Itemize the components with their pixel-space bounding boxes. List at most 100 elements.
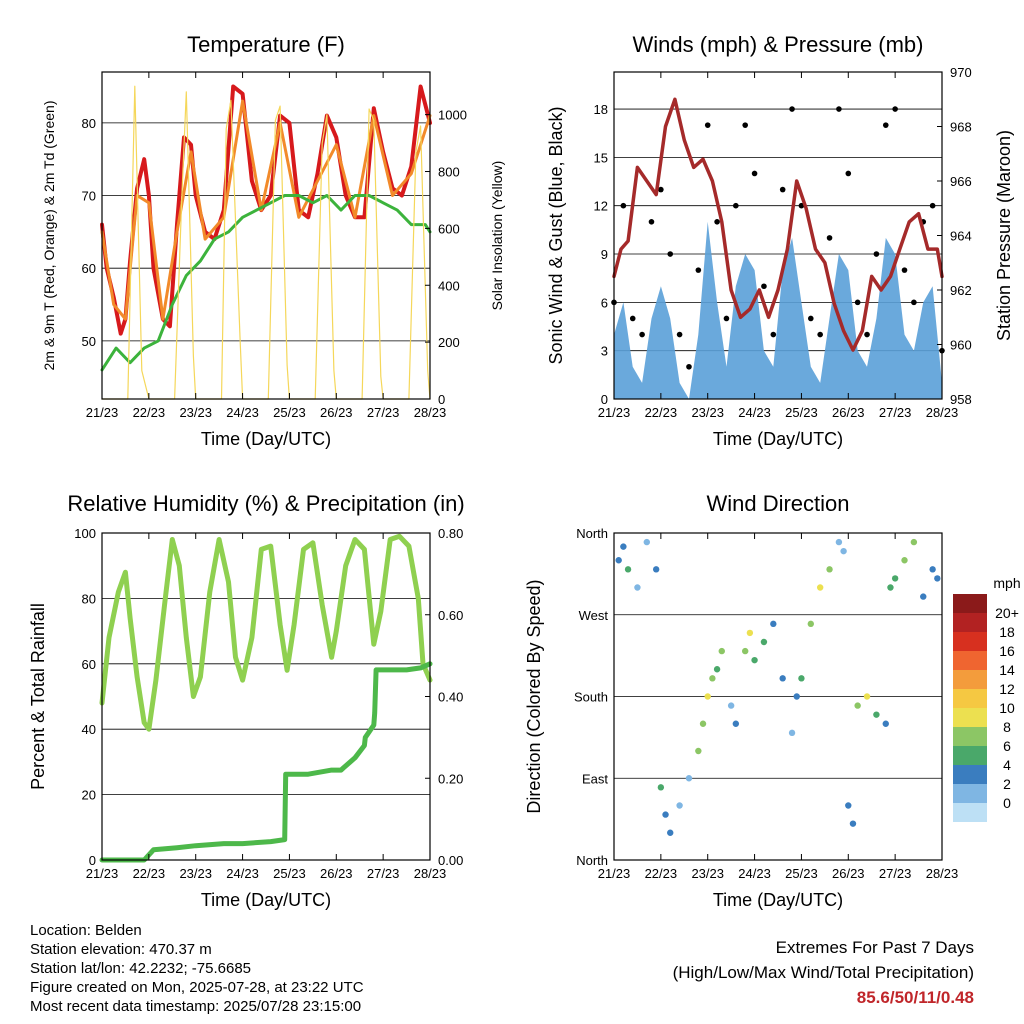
- y2-tick-label: 966: [950, 174, 972, 189]
- plot-frame: [101, 71, 431, 400]
- legend-label: 8: [1003, 719, 1011, 735]
- x-axis-label: Time (Day/UTC): [201, 429, 331, 449]
- chart-title: Wind Direction: [706, 491, 849, 516]
- y2-tick-label: 400: [438, 278, 460, 293]
- legend-swatch: [953, 689, 987, 708]
- series-line-rh: [99, 533, 433, 732]
- legend-label: 20+: [995, 605, 1019, 621]
- x-tick-label: 24/23: [226, 405, 259, 420]
- legend-swatch: [953, 594, 987, 613]
- y2-axis-label: Solar Insolation (Yellow): [489, 161, 505, 311]
- x-tick-label: 21/23: [598, 866, 631, 881]
- gust-point: [723, 315, 730, 322]
- series-line-2m-td: [100, 194, 432, 372]
- x-tick-label: 22/23: [645, 405, 678, 420]
- gust-point: [798, 202, 805, 209]
- gust-point: [686, 363, 692, 370]
- y-tick-label: North: [576, 853, 608, 868]
- direction-point: [845, 802, 852, 809]
- direction-point: [770, 620, 777, 628]
- x-tick-label: 24/23: [738, 866, 771, 881]
- y2-tick-label: 0.20: [438, 771, 463, 786]
- direction-point: [657, 784, 665, 791]
- y2-tick-label: 1000: [438, 108, 467, 123]
- y-axis-label: Sonic Wind & Gust (Blue, Black): [546, 106, 566, 364]
- legend-label: 12: [999, 681, 1015, 697]
- latlon-text: Station lat/lon: 42.2232; -75.6685: [30, 960, 252, 977]
- gust-point: [676, 331, 683, 338]
- gust-point: [911, 299, 917, 306]
- x-tick-label: 23/23: [691, 866, 724, 881]
- legend-label: 2: [1003, 776, 1011, 792]
- y-tick-label: 12: [594, 199, 608, 214]
- direction-point: [849, 820, 857, 827]
- legend-label: 18: [999, 624, 1015, 640]
- x-axis-label: Time (Day/UTC): [201, 890, 331, 910]
- location-text: Location: Belden: [30, 922, 142, 939]
- direction-point: [779, 675, 786, 682]
- x-tick-label: 28/23: [926, 405, 959, 420]
- y-tick-label: 0: [89, 853, 96, 868]
- wind-area: [614, 221, 942, 399]
- gust-point: [836, 106, 842, 112]
- direction-point: [920, 593, 927, 600]
- legend-label: 4: [1003, 757, 1011, 773]
- x-tick-label: 27/23: [367, 405, 400, 420]
- y2-tick-label: 0: [438, 392, 445, 407]
- x-tick-label: 24/23: [738, 405, 771, 420]
- x-tick-label: 22/23: [645, 866, 678, 881]
- gust-point: [826, 235, 833, 241]
- direction-point: [840, 547, 847, 555]
- gust-point: [629, 315, 636, 322]
- y-tick-label: 0: [601, 392, 608, 407]
- x-tick-label: 27/23: [879, 866, 912, 881]
- y-tick-label: 100: [74, 526, 96, 541]
- chart-title: Winds (mph) & Pressure (mb): [633, 32, 924, 57]
- legend-swatch: [953, 708, 987, 727]
- extremes-title: Extremes For Past 7 Days: [775, 938, 974, 957]
- y-tick-label: 80: [82, 591, 96, 606]
- y-axis-label: Direction (Colored By Speed): [524, 579, 544, 813]
- y-tick-label: 6: [601, 295, 608, 310]
- x-tick-label: 23/23: [691, 405, 724, 420]
- gust-point: [789, 106, 795, 112]
- x-tick-label: 26/23: [832, 866, 865, 881]
- legend-label: 6: [1003, 738, 1011, 754]
- gust-point: [817, 331, 823, 338]
- y-tick-label: 80: [82, 116, 96, 131]
- gust-point: [639, 331, 645, 338]
- legend-swatch: [953, 727, 987, 746]
- legend-label: 10: [999, 700, 1015, 716]
- series-line-solar: [101, 85, 431, 400]
- direction-point: [807, 620, 814, 628]
- gust-point: [620, 202, 627, 209]
- direction-point: [704, 693, 711, 700]
- direction-point: [742, 647, 749, 655]
- x-tick-label: 25/23: [785, 405, 818, 420]
- x-tick-label: 23/23: [179, 405, 212, 420]
- elevation-text: Station elevation: 470.37 m: [30, 941, 212, 958]
- legend-swatch: [953, 803, 987, 822]
- y-axis-label: 2m & 9m T (Red, Orange) & 2m Td (Green): [41, 101, 57, 371]
- x-tick-label: 22/23: [133, 866, 166, 881]
- x-tick-label: 28/23: [926, 866, 959, 881]
- gust-point: [770, 331, 777, 338]
- y-tick-label: 20: [82, 788, 96, 803]
- gust-point: [648, 219, 655, 225]
- direction-point: [624, 566, 632, 573]
- legend-swatch: [953, 632, 987, 651]
- gust-point: [864, 331, 870, 338]
- direction-point: [615, 557, 622, 564]
- recent-timestamp-text: Most recent data timestamp: 2025/07/28 2…: [30, 998, 362, 1015]
- y2-tick-label: 600: [438, 221, 460, 236]
- y2-tick-label: 962: [950, 283, 972, 298]
- direction-point: [929, 566, 936, 573]
- gust-point: [845, 170, 852, 177]
- legend-swatch: [953, 670, 987, 689]
- x-tick-label: 27/23: [367, 866, 400, 881]
- direction-point: [746, 629, 754, 637]
- direction-point: [910, 538, 918, 546]
- x-tick-label: 21/23: [598, 405, 631, 420]
- direction-point: [788, 729, 796, 737]
- y2-tick-label: 0.60: [438, 608, 463, 623]
